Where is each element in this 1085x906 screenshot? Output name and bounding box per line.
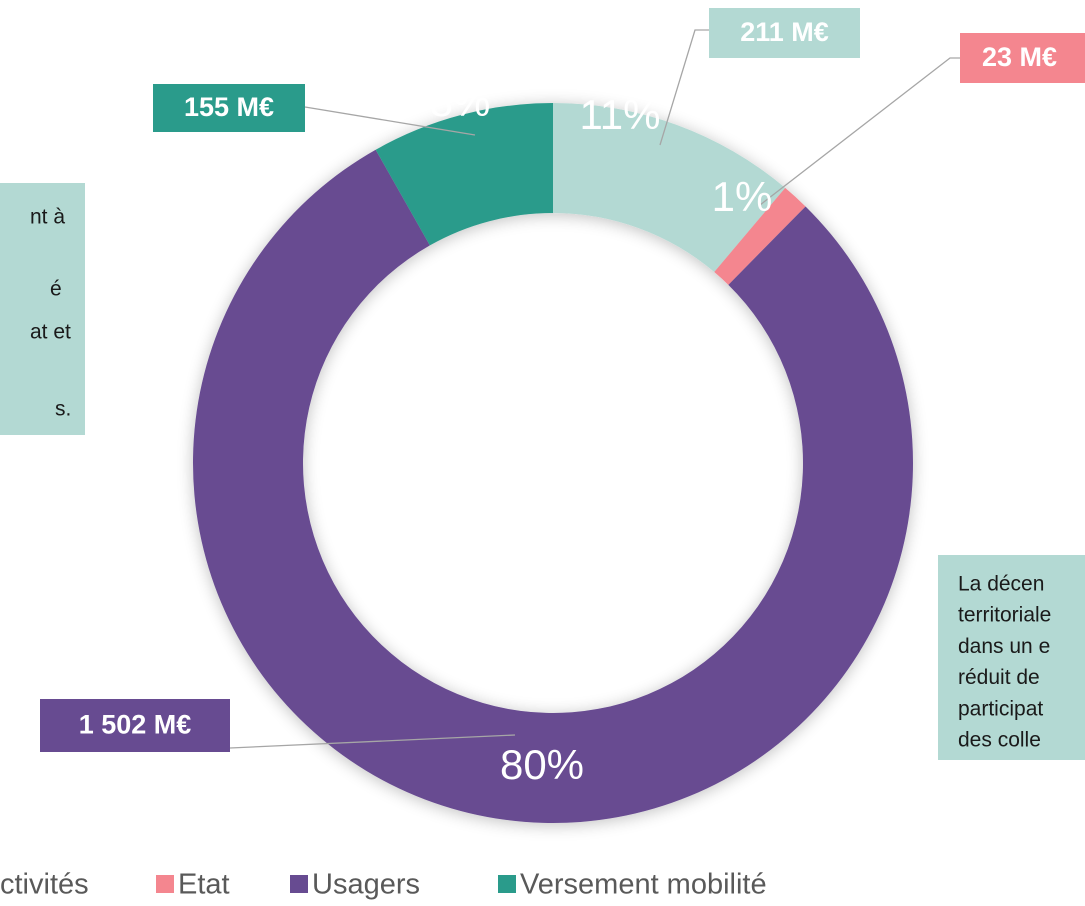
legend-swatch <box>498 875 516 893</box>
percent-label: 8% <box>430 78 491 125</box>
leader-line <box>659 29 709 146</box>
donut-slice <box>193 149 914 823</box>
note-text: s. <box>55 398 71 421</box>
value-label-box <box>709 8 860 58</box>
value-label: 23 M€ <box>982 42 1057 72</box>
legend-label: Usagers <box>312 869 420 901</box>
leader-line <box>304 106 476 136</box>
value-label: 211 M€ <box>740 17 829 47</box>
value-label: 155 M€ <box>184 92 274 122</box>
leader-lines <box>229 29 960 749</box>
legend-label: Etat <box>178 869 230 901</box>
note-text: nt à <box>30 206 65 229</box>
value-label-box <box>40 699 230 752</box>
note-text: at et <box>30 321 71 344</box>
legend-swatch <box>290 875 308 893</box>
value-label-box <box>153 84 305 132</box>
note-text: La décen <box>958 573 1044 596</box>
value-label: 1 502 M€ <box>79 710 192 740</box>
percent-label: 11% <box>580 91 661 138</box>
donut-slice <box>553 103 786 272</box>
percent-label: 1% <box>712 173 773 220</box>
note-box-left <box>0 183 85 435</box>
percent-label: 80% <box>500 741 584 788</box>
donut-slice <box>714 187 806 285</box>
legend-label: ctivités <box>0 869 89 901</box>
note-text: réduit de <box>958 666 1040 689</box>
note-text: dans un e <box>958 635 1050 658</box>
note-text: des colle <box>958 729 1041 752</box>
leader-line <box>759 57 960 206</box>
donut <box>193 103 914 823</box>
donut-slice <box>375 103 553 246</box>
note-box-right <box>938 555 1085 760</box>
note-text: participat <box>958 697 1043 720</box>
value-label-box <box>960 33 1085 83</box>
legend-label: Versement mobilité <box>520 869 767 901</box>
legend-swatch <box>156 875 174 893</box>
leader-line <box>229 734 516 749</box>
note-text: é <box>50 278 62 301</box>
note-text: territoriale <box>958 604 1051 627</box>
